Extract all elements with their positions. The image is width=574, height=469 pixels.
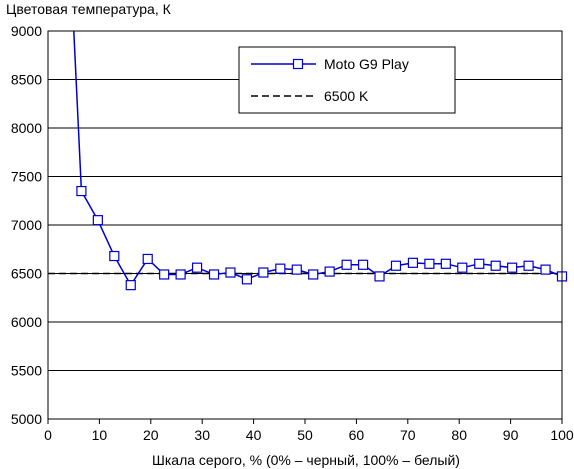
y-tick-label-9000: 9000 xyxy=(11,23,42,39)
data-point xyxy=(457,262,468,273)
legend-label-moto: Moto G9 Play xyxy=(324,56,409,72)
x-tick-label-50: 50 xyxy=(297,427,313,443)
data-point xyxy=(159,269,170,280)
data-point xyxy=(490,260,501,271)
data-point xyxy=(175,269,186,280)
data-point xyxy=(440,258,451,269)
x-tick-label-100: 100 xyxy=(550,427,574,443)
data-point xyxy=(523,260,534,271)
x-tick-label-60: 60 xyxy=(349,427,365,443)
y-tick-label-6000: 6000 xyxy=(11,314,42,330)
data-point xyxy=(390,260,402,271)
x-axis-label: Шкала серого, % (0% – черный, 100% – бел… xyxy=(152,452,460,468)
data-point xyxy=(507,262,518,273)
data-point xyxy=(109,250,120,262)
y-tick-label-8500: 8500 xyxy=(11,72,42,88)
legend-marker-moto xyxy=(292,58,304,70)
data-point xyxy=(357,259,369,270)
data-point xyxy=(374,271,385,282)
x-tick-label-0: 0 xyxy=(44,427,52,443)
legend-label-6500: 6500 K xyxy=(324,88,369,104)
x-tick-label-20: 20 xyxy=(143,427,159,443)
x-tick-label-40: 40 xyxy=(246,427,262,443)
data-point xyxy=(540,264,551,275)
x-tick-label-90: 90 xyxy=(503,427,519,443)
x-tick-label-10: 10 xyxy=(92,427,108,443)
y-tick-label-5500: 5500 xyxy=(11,363,42,379)
legend: Moto G9 Play 6500 K xyxy=(238,46,456,114)
data-point xyxy=(241,274,253,285)
data-point xyxy=(308,269,319,280)
x-tick-labels: 0 10 20 30 40 50 60 70 80 90 100 xyxy=(44,419,574,443)
y-tick-label-7000: 7000 xyxy=(11,217,42,233)
x-tick-label-30: 30 xyxy=(194,427,210,443)
data-point xyxy=(225,267,236,278)
data-point xyxy=(92,215,103,226)
data-point xyxy=(191,262,203,273)
data-point xyxy=(258,267,269,278)
x-tick-label-80: 80 xyxy=(451,427,467,443)
data-point xyxy=(291,264,302,275)
data-point xyxy=(142,253,153,265)
data-point xyxy=(341,259,352,270)
data-point xyxy=(275,263,286,274)
y-tick-label-8000: 8000 xyxy=(11,120,42,136)
x-tick-label-70: 70 xyxy=(400,427,416,443)
legend-box xyxy=(238,46,456,114)
data-point xyxy=(474,258,485,269)
y-tick-labels: 5000 5500 6000 6500 7000 7500 8000 8500 9000 xyxy=(11,23,42,427)
y-tick-label-5000: 5000 xyxy=(11,411,42,427)
data-point xyxy=(208,269,220,280)
data-point xyxy=(407,257,419,268)
y-tick-label-6500: 6500 xyxy=(11,266,42,282)
chart-title: Цветовая температура, К xyxy=(6,1,172,17)
plot-series xyxy=(48,31,568,291)
data-point xyxy=(424,258,435,269)
data-point xyxy=(125,280,136,291)
y-tick-label-7500: 7500 xyxy=(11,169,42,185)
data-point xyxy=(76,185,87,197)
data-point xyxy=(324,266,335,277)
